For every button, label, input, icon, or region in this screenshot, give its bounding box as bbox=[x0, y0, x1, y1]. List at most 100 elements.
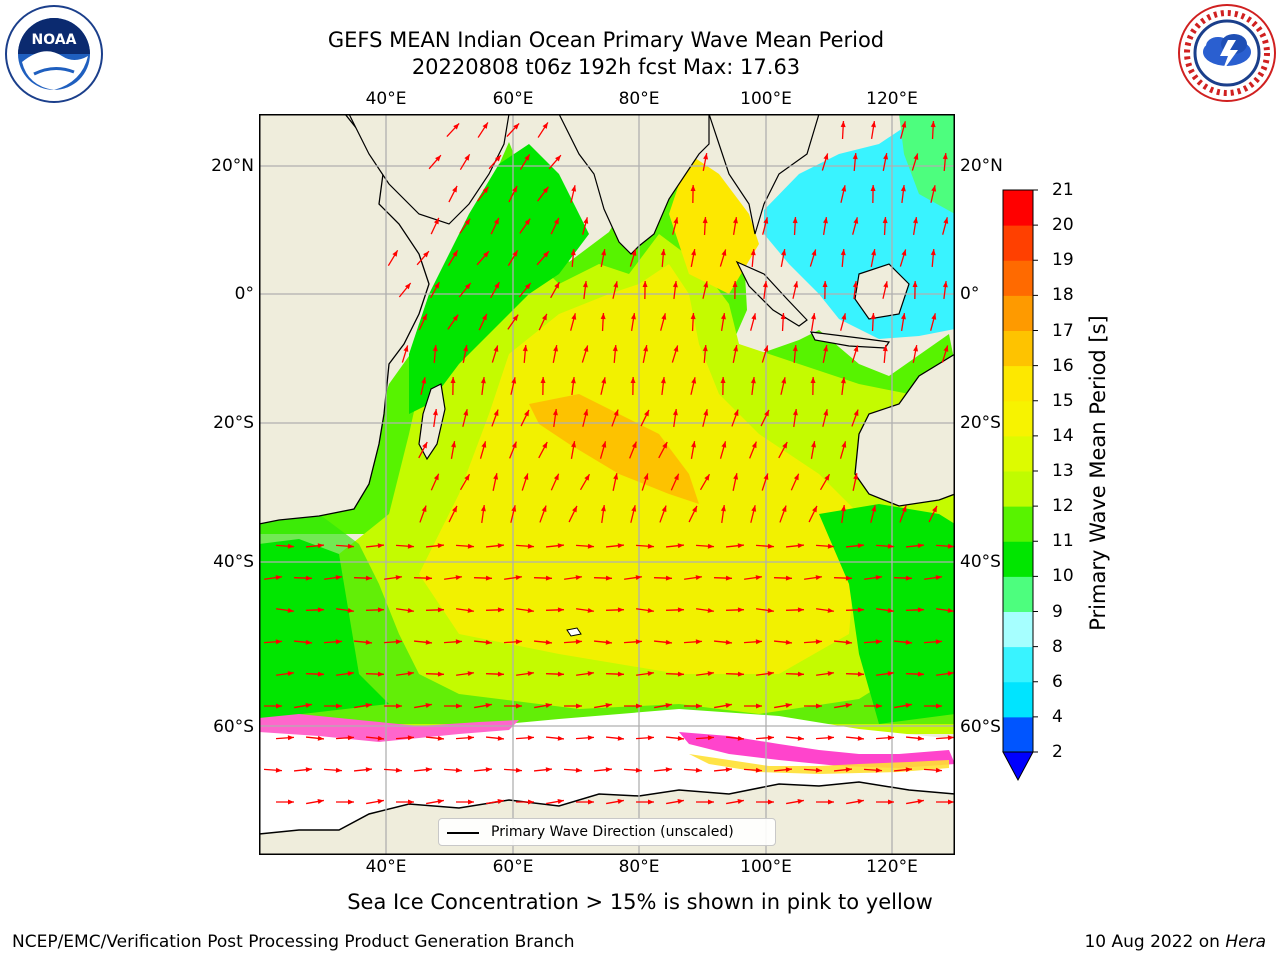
arabia-landmass bbox=[348, 114, 510, 225]
wave-arrow-head bbox=[377, 735, 384, 741]
footer-date: 10 Aug 2022 on Hera bbox=[1084, 932, 1266, 952]
wave-arrow-head bbox=[947, 607, 954, 613]
wave-arrow-head bbox=[912, 281, 918, 288]
wave-arrow-head bbox=[540, 377, 546, 384]
wave-arrow-head bbox=[421, 377, 427, 384]
wave-arrow-head bbox=[421, 505, 427, 513]
colorbar-swatch bbox=[1003, 260, 1033, 296]
colorbar-tick-label: 4 bbox=[1052, 706, 1063, 727]
wave-arrow-head bbox=[605, 575, 612, 581]
wave-arrow-head bbox=[702, 345, 708, 352]
colorbar-tick-label: 18 bbox=[1052, 285, 1074, 306]
map-legend: Primary Wave Direction (unscaled) bbox=[438, 818, 776, 846]
wave-arrow-head bbox=[287, 735, 294, 741]
wave-arrow-head bbox=[493, 473, 499, 480]
wave-arrow-head bbox=[647, 543, 654, 549]
wave-arrow-head bbox=[552, 409, 558, 416]
wave-arrow-head bbox=[707, 671, 714, 677]
wave-arrow-head bbox=[464, 154, 470, 161]
wave-arrow-head bbox=[515, 575, 522, 581]
wave-arrow-head bbox=[515, 767, 522, 773]
wave-arrow-head bbox=[617, 543, 624, 549]
wave-arrow-head bbox=[543, 251, 549, 258]
wave-arrow-head bbox=[434, 217, 439, 225]
wave-arrow-head bbox=[541, 505, 547, 513]
colorbar-tick-label: 8 bbox=[1052, 636, 1063, 657]
wave-arrow-head bbox=[845, 767, 852, 773]
wave-arrow-head bbox=[305, 767, 312, 773]
wave-arrow-head bbox=[871, 505, 877, 512]
colorbar-tick-label: 14 bbox=[1052, 425, 1074, 446]
lat-tick-left-40s: 40°S bbox=[213, 552, 254, 572]
wave-arrow-head bbox=[456, 703, 462, 709]
wave-arrow-head bbox=[463, 409, 469, 416]
lat-tick-left-0: 0° bbox=[234, 284, 254, 304]
wave-arrow-head bbox=[853, 409, 859, 417]
colorbar-tick-label: 9 bbox=[1052, 601, 1063, 622]
footer-date-text: 10 Aug 2022 on bbox=[1084, 932, 1226, 952]
wave-arrow-head bbox=[647, 735, 654, 741]
wave-arrow-head bbox=[600, 505, 606, 512]
wave-arrow-head bbox=[781, 377, 787, 384]
wave-arrow-head bbox=[512, 250, 518, 257]
lon-tick-top-40e: 40°E bbox=[365, 89, 407, 109]
wave-arrow-head bbox=[871, 249, 877, 256]
wave-arrow-head bbox=[737, 543, 744, 549]
colorbar-swatch bbox=[1003, 190, 1033, 226]
wave-arrow-head bbox=[781, 249, 787, 256]
wave-arrow-head bbox=[643, 345, 649, 352]
wave-arrow-head bbox=[482, 186, 489, 194]
wave-arrow-head bbox=[792, 345, 798, 352]
wave-arrow-head bbox=[631, 505, 637, 512]
southeast-asia-landmass bbox=[708, 114, 820, 235]
wave-arrow-head bbox=[528, 799, 534, 805]
wave-arrow-head bbox=[887, 543, 894, 549]
wave-arrow-head bbox=[576, 703, 582, 709]
wave-arrow-head bbox=[288, 799, 294, 805]
wave-arrow-head bbox=[482, 313, 487, 321]
colorbar-swatch bbox=[1003, 681, 1033, 718]
wave-arrow-head bbox=[935, 575, 942, 581]
wave-arrow-head bbox=[542, 313, 547, 321]
wave-arrow-head bbox=[733, 473, 739, 480]
wave-arrow-head bbox=[605, 639, 612, 645]
wave-arrow-head bbox=[737, 799, 744, 804]
wave-arrow-head bbox=[511, 377, 517, 384]
wave-arrow-head bbox=[276, 703, 282, 709]
sea-ice-note: Sea Ice Concentration > 15% is shown in … bbox=[347, 890, 933, 914]
wave-arrow-head bbox=[635, 575, 642, 581]
wave-arrow-head bbox=[913, 345, 919, 352]
wave-arrow-head bbox=[677, 671, 684, 677]
wave-arrow-head bbox=[422, 313, 427, 321]
wave-arrow-head bbox=[932, 505, 937, 513]
wave-arrow-head bbox=[347, 607, 354, 613]
wave-arrow-head bbox=[943, 217, 949, 224]
wave-arrow-head bbox=[605, 703, 612, 708]
lon-tick-bottom-60e: 60°E bbox=[492, 857, 534, 877]
wave-arrow-head bbox=[554, 217, 559, 225]
wave-arrow-head bbox=[785, 639, 792, 645]
lon-tick-top-120e: 120°E bbox=[866, 89, 918, 109]
wave-arrow-head bbox=[583, 345, 589, 352]
wave-arrow-head bbox=[905, 639, 912, 645]
wave-arrow-head bbox=[305, 575, 312, 581]
colorbar-swatch bbox=[1003, 646, 1033, 683]
wave-arrow-head bbox=[725, 767, 732, 773]
wave-arrow-head bbox=[494, 217, 499, 225]
wave-arrow-head bbox=[750, 377, 756, 384]
wave-arrow-head bbox=[605, 767, 612, 773]
wave-arrow-head bbox=[887, 671, 894, 677]
wave-arrow-head bbox=[335, 575, 342, 581]
colorbar bbox=[1002, 189, 1038, 782]
wave-arrow-head bbox=[483, 251, 489, 258]
wave-arrow-head bbox=[707, 543, 714, 549]
wave-arrow-head bbox=[948, 799, 954, 805]
wave-arrow-head bbox=[913, 153, 919, 160]
wave-arrow-head bbox=[553, 345, 559, 352]
wave-arrow-head bbox=[797, 671, 804, 677]
wave-arrow-head bbox=[542, 122, 548, 129]
wave-arrow-head bbox=[942, 281, 948, 288]
wave-arrow-head bbox=[545, 575, 552, 581]
colorbar-extend-triangle bbox=[1002, 751, 1034, 782]
wave-arrow-head bbox=[557, 671, 564, 677]
